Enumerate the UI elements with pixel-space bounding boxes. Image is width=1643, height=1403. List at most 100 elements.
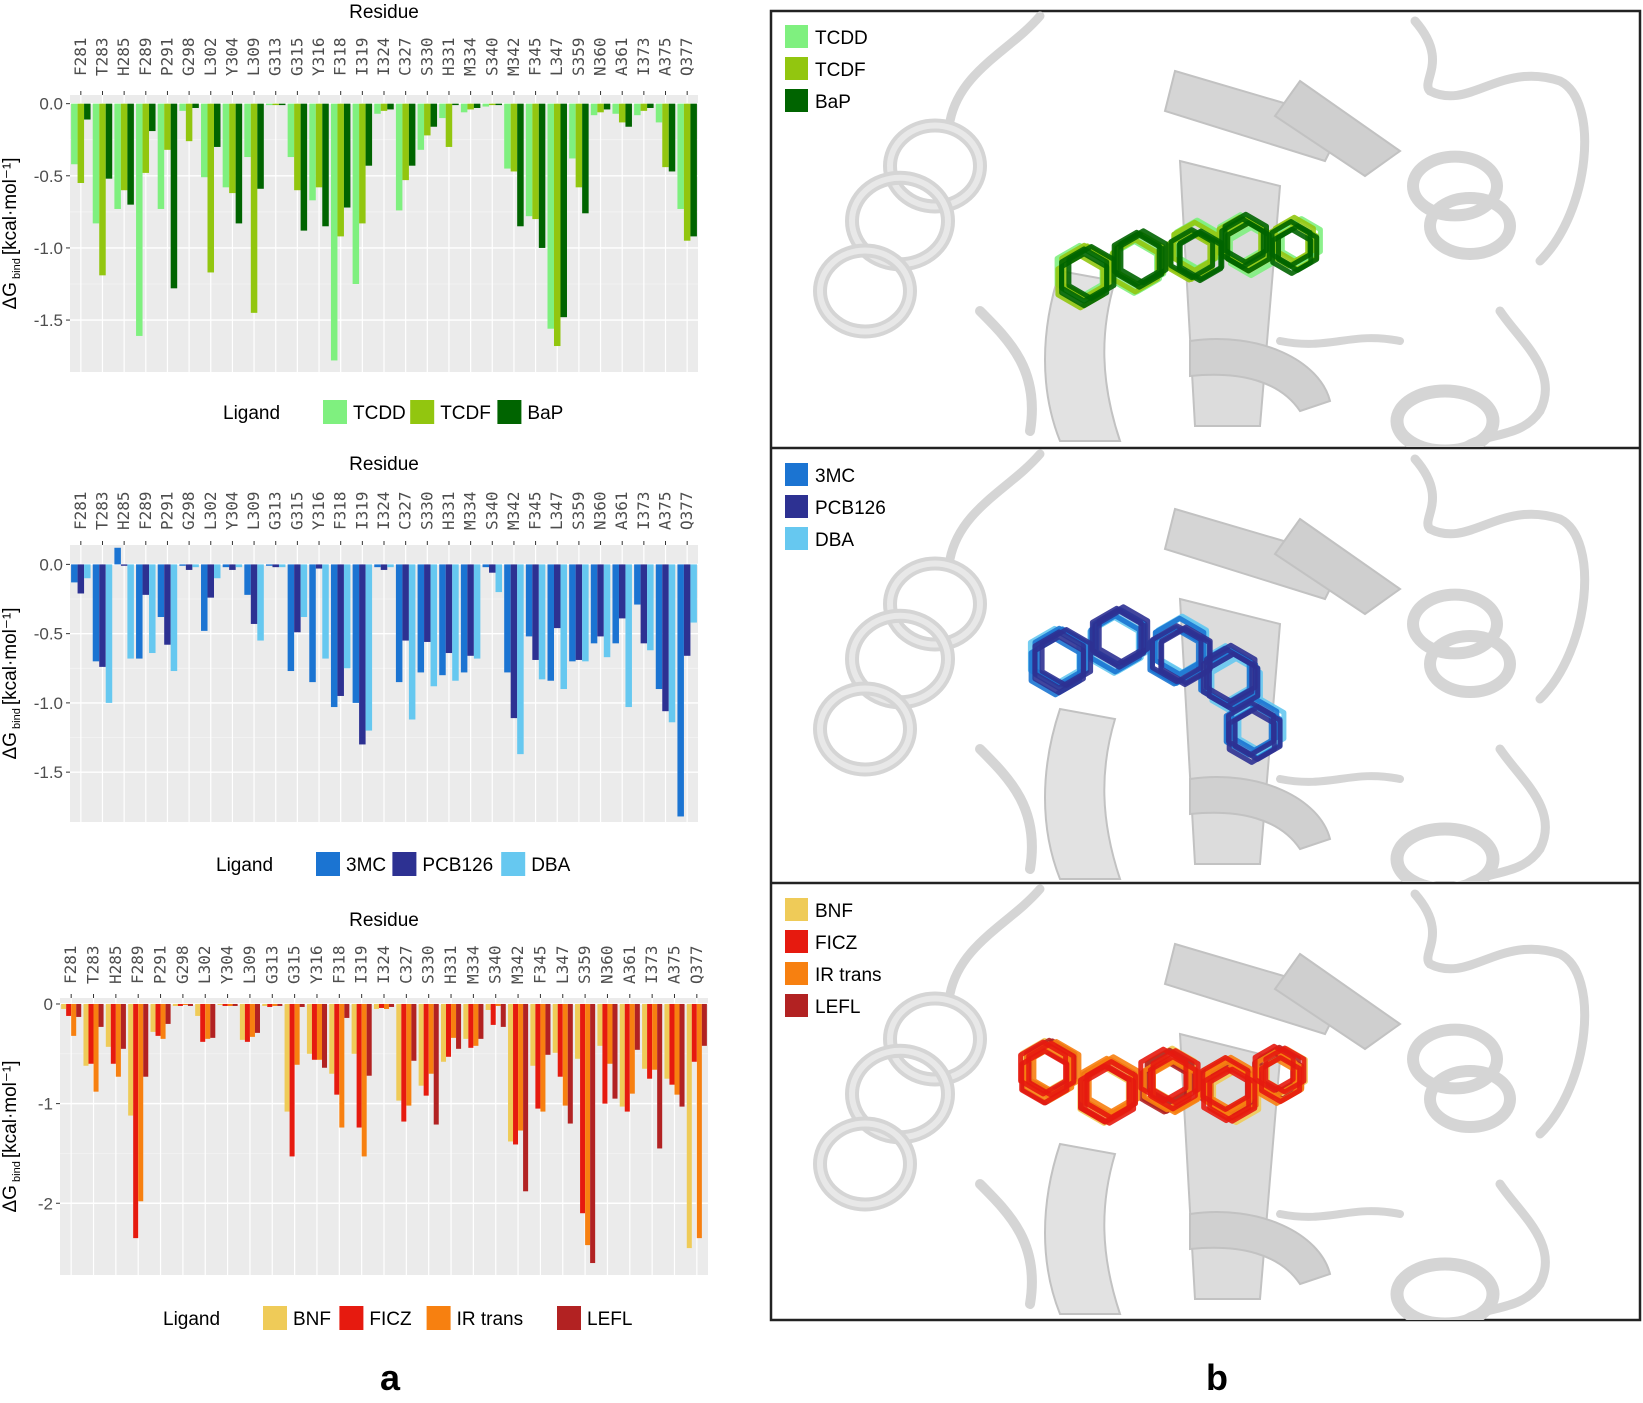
bar-lefl: [634, 1003, 640, 1050]
bar-dba: [322, 564, 329, 659]
bar-pcb126: [229, 564, 236, 570]
y-tick-label: 0.0: [39, 555, 63, 574]
bar-ir-trans: [182, 1003, 188, 1005]
bar-3mc: [309, 564, 316, 683]
bar-pcb126: [185, 564, 193, 570]
bar-bnf: [262, 1003, 268, 1006]
panel-label-b: b: [1206, 1357, 1228, 1398]
bar-ir-trans: [384, 1003, 390, 1009]
x-tick-label: I324: [374, 37, 393, 76]
ligand-ring: [1144, 1047, 1195, 1105]
ligand-ring: [1114, 232, 1165, 290]
bar-lefl: [590, 1003, 596, 1264]
x-tick-label: Q377: [677, 37, 696, 76]
x-tick-label: F289: [128, 945, 147, 984]
bar-ir-trans: [585, 1003, 591, 1246]
ligand-ring: [1111, 229, 1162, 287]
x-tick-label: H331: [439, 491, 458, 530]
bar-3mc: [330, 564, 338, 708]
bar-bnf: [530, 1003, 536, 1066]
x-tick-label: G315: [287, 37, 306, 76]
bar-3mc: [439, 564, 446, 676]
ligand-ring: [1200, 1055, 1251, 1112]
bar-tcdd: [136, 103, 143, 336]
bar-dba: [560, 564, 567, 690]
y-tick-label: 0: [44, 995, 53, 1014]
bar-3mc: [71, 564, 78, 583]
x-tick-label: Y304: [222, 37, 241, 76]
x-tick-label: G313: [262, 945, 281, 984]
bar-3mc: [612, 564, 619, 644]
x-tick-label: F281: [71, 491, 90, 530]
bar-bnf: [217, 1003, 223, 1005]
bar-lefl: [478, 1003, 484, 1039]
ligand-ring: [1059, 246, 1110, 304]
bar-tcdd: [352, 103, 360, 284]
x-tick-label: N360: [597, 945, 616, 984]
x-tick-label: F289: [136, 491, 155, 530]
bar-pcb126: [575, 564, 583, 660]
bar-lefl: [500, 1003, 506, 1027]
alpha-helix-turn: [1424, 630, 1516, 698]
alpha-helix-turn: [1407, 588, 1503, 660]
structure-legend-1: TCDD TCDF BaP: [785, 25, 868, 113]
x-tick-label: F318: [331, 37, 350, 76]
bar-3mc: [655, 564, 663, 690]
loop: [945, 11, 1045, 126]
beta-sheet: [1189, 776, 1332, 851]
bar-ir-trans: [495, 1003, 501, 1006]
x-tick-label: F281: [61, 945, 80, 984]
legend-label: DBA: [815, 530, 854, 551]
bar-ir-trans: [540, 1003, 546, 1112]
x-tick-label: M334: [463, 945, 482, 984]
x-tick-label: T283: [92, 491, 111, 530]
bar-ficz: [267, 1003, 273, 1007]
ligand-ring: [1032, 634, 1086, 696]
loop: [975, 1179, 1037, 1309]
bar-lefl: [701, 1003, 707, 1046]
bar-tcdd: [287, 103, 295, 158]
legend-swatch: [785, 898, 808, 921]
bar-pcb126: [380, 564, 388, 570]
bar-bap: [560, 103, 567, 318]
bar-lefl: [210, 1003, 216, 1038]
bar-tcdd: [244, 103, 251, 158]
bar-3mc: [136, 564, 143, 659]
bar-pcb126: [553, 564, 561, 629]
bar-3mc: [179, 564, 186, 566]
bar-ficz: [110, 1003, 116, 1064]
bar-pcb126: [207, 564, 215, 598]
bar-dba: [127, 564, 134, 659]
bar-pcb126: [683, 564, 691, 656]
bar-lefl: [567, 1003, 573, 1124]
bar-pcb126: [445, 564, 453, 654]
x-tick-label: G298: [179, 37, 198, 76]
bar-bnf: [508, 1003, 514, 1142]
beta-sheet: [1044, 1142, 1122, 1315]
bar-3mc: [157, 564, 165, 618]
bar-bnf: [440, 1003, 447, 1062]
bar-ir-trans: [316, 1003, 322, 1060]
bar-tcdf: [424, 103, 431, 136]
x-tick-label: A361: [620, 945, 639, 984]
y-tick-label: -1: [38, 1095, 53, 1114]
x-tick-label: I373: [634, 37, 653, 76]
y-axis-label: ΔG bind [kcal·mol⁻¹]: [0, 1060, 23, 1212]
ligand-ring: [1270, 226, 1314, 276]
bar-bnf: [150, 1003, 156, 1032]
bar-dba: [647, 564, 654, 651]
loop: [975, 744, 1037, 874]
x-tick-label: A375: [656, 37, 675, 76]
loop: [1410, 454, 1590, 704]
bar-3mc: [482, 564, 490, 568]
ligand-ring: [1032, 629, 1086, 691]
loop: [1410, 16, 1590, 266]
ligand-ring: [1207, 1066, 1258, 1124]
bar-ir-trans: [473, 1003, 479, 1046]
bar-bap: [582, 103, 589, 214]
alpha-helix-turn: [887, 995, 983, 1083]
alpha-helix-turn: [1407, 1023, 1503, 1095]
ligand-ring: [1171, 219, 1218, 273]
legend-label: IR trans: [815, 965, 882, 986]
